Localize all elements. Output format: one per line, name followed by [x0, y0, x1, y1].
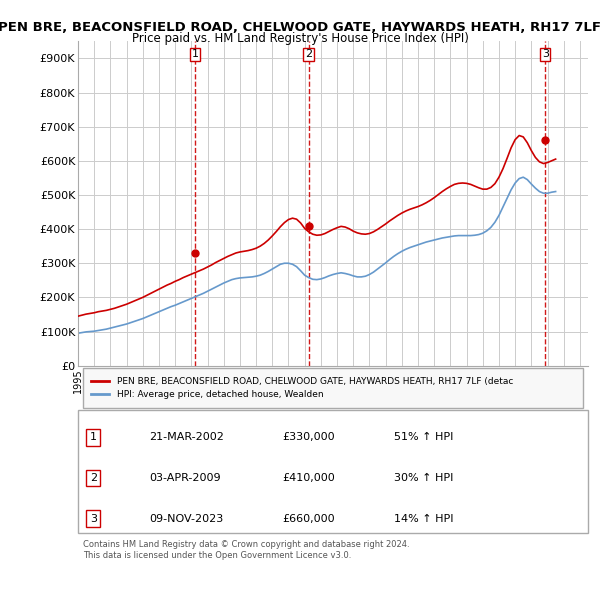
Text: 3: 3 [90, 514, 97, 524]
Text: 09-NOV-2023: 09-NOV-2023 [149, 514, 224, 524]
Text: 30% ↑ HPI: 30% ↑ HPI [394, 473, 454, 483]
Text: 14% ↑ HPI: 14% ↑ HPI [394, 514, 454, 524]
Text: £330,000: £330,000 [282, 432, 335, 442]
Text: 2: 2 [305, 50, 312, 60]
Text: PEN BRE, BEACONSFIELD ROAD, CHELWOOD GATE, HAYWARDS HEATH, RH17 7LF: PEN BRE, BEACONSFIELD ROAD, CHELWOOD GAT… [0, 21, 600, 34]
Text: £660,000: £660,000 [282, 514, 335, 524]
Text: 21-MAR-2002: 21-MAR-2002 [149, 432, 224, 442]
Text: 51% ↑ HPI: 51% ↑ HPI [394, 432, 454, 442]
Text: Contains HM Land Registry data © Crown copyright and database right 2024.
This d: Contains HM Land Registry data © Crown c… [83, 540, 410, 559]
FancyBboxPatch shape [83, 368, 583, 408]
Text: 2: 2 [90, 473, 97, 483]
Text: Price paid vs. HM Land Registry's House Price Index (HPI): Price paid vs. HM Land Registry's House … [131, 32, 469, 45]
Text: 1: 1 [90, 432, 97, 442]
Text: 03-APR-2009: 03-APR-2009 [149, 473, 221, 483]
Text: £410,000: £410,000 [282, 473, 335, 483]
Legend: PEN BRE, BEACONSFIELD ROAD, CHELWOOD GATE, HAYWARDS HEATH, RH17 7LF (detac, HPI:: PEN BRE, BEACONSFIELD ROAD, CHELWOOD GAT… [88, 373, 517, 402]
Text: 3: 3 [542, 50, 549, 60]
FancyBboxPatch shape [78, 411, 588, 533]
Text: 1: 1 [191, 50, 199, 60]
